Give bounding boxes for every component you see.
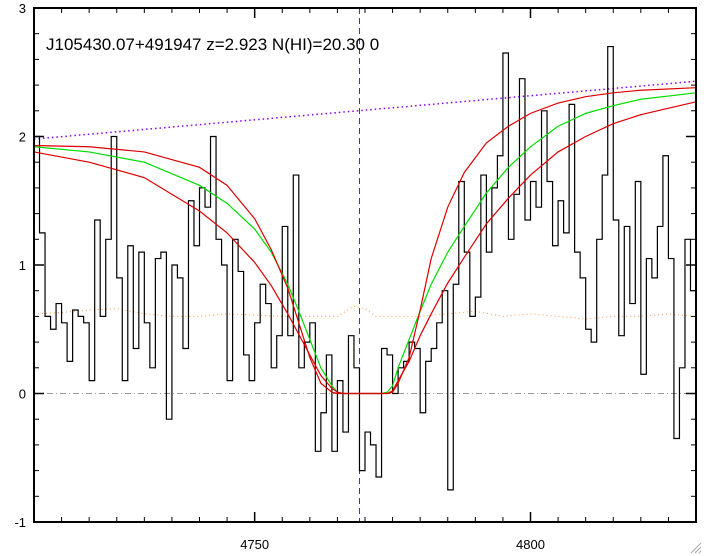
chart-title: J105430.07+491947 z=2.923 N(HI)=20.30 0 — [46, 35, 379, 54]
x-tick-label: 4750 — [240, 537, 269, 552]
y-tick-label: 0 — [19, 387, 26, 402]
flux-histogram-path — [34, 45, 696, 491]
y-tick-label: 1 — [19, 258, 26, 273]
tick-labels: 4750 4800 -1 0 1 2 3 — [14, 1, 545, 552]
model-lower-bound-line — [33, 101, 697, 395]
voigt-model-curves — [33, 87, 697, 395]
axis-ticks — [33, 7, 697, 523]
error-series-line — [33, 305, 697, 320]
y-tick-label: 3 — [19, 1, 26, 16]
y-tick-label: 2 — [19, 130, 26, 145]
error-spectrum — [33, 305, 697, 320]
continuum-series-line — [33, 80, 697, 140]
continuum-line — [33, 80, 697, 140]
resize-grip-icon[interactable] — [690, 542, 702, 554]
y-tick-label: -1 — [14, 515, 26, 530]
x-tick-label: 4800 — [516, 537, 545, 552]
flux-histogram — [34, 45, 696, 491]
